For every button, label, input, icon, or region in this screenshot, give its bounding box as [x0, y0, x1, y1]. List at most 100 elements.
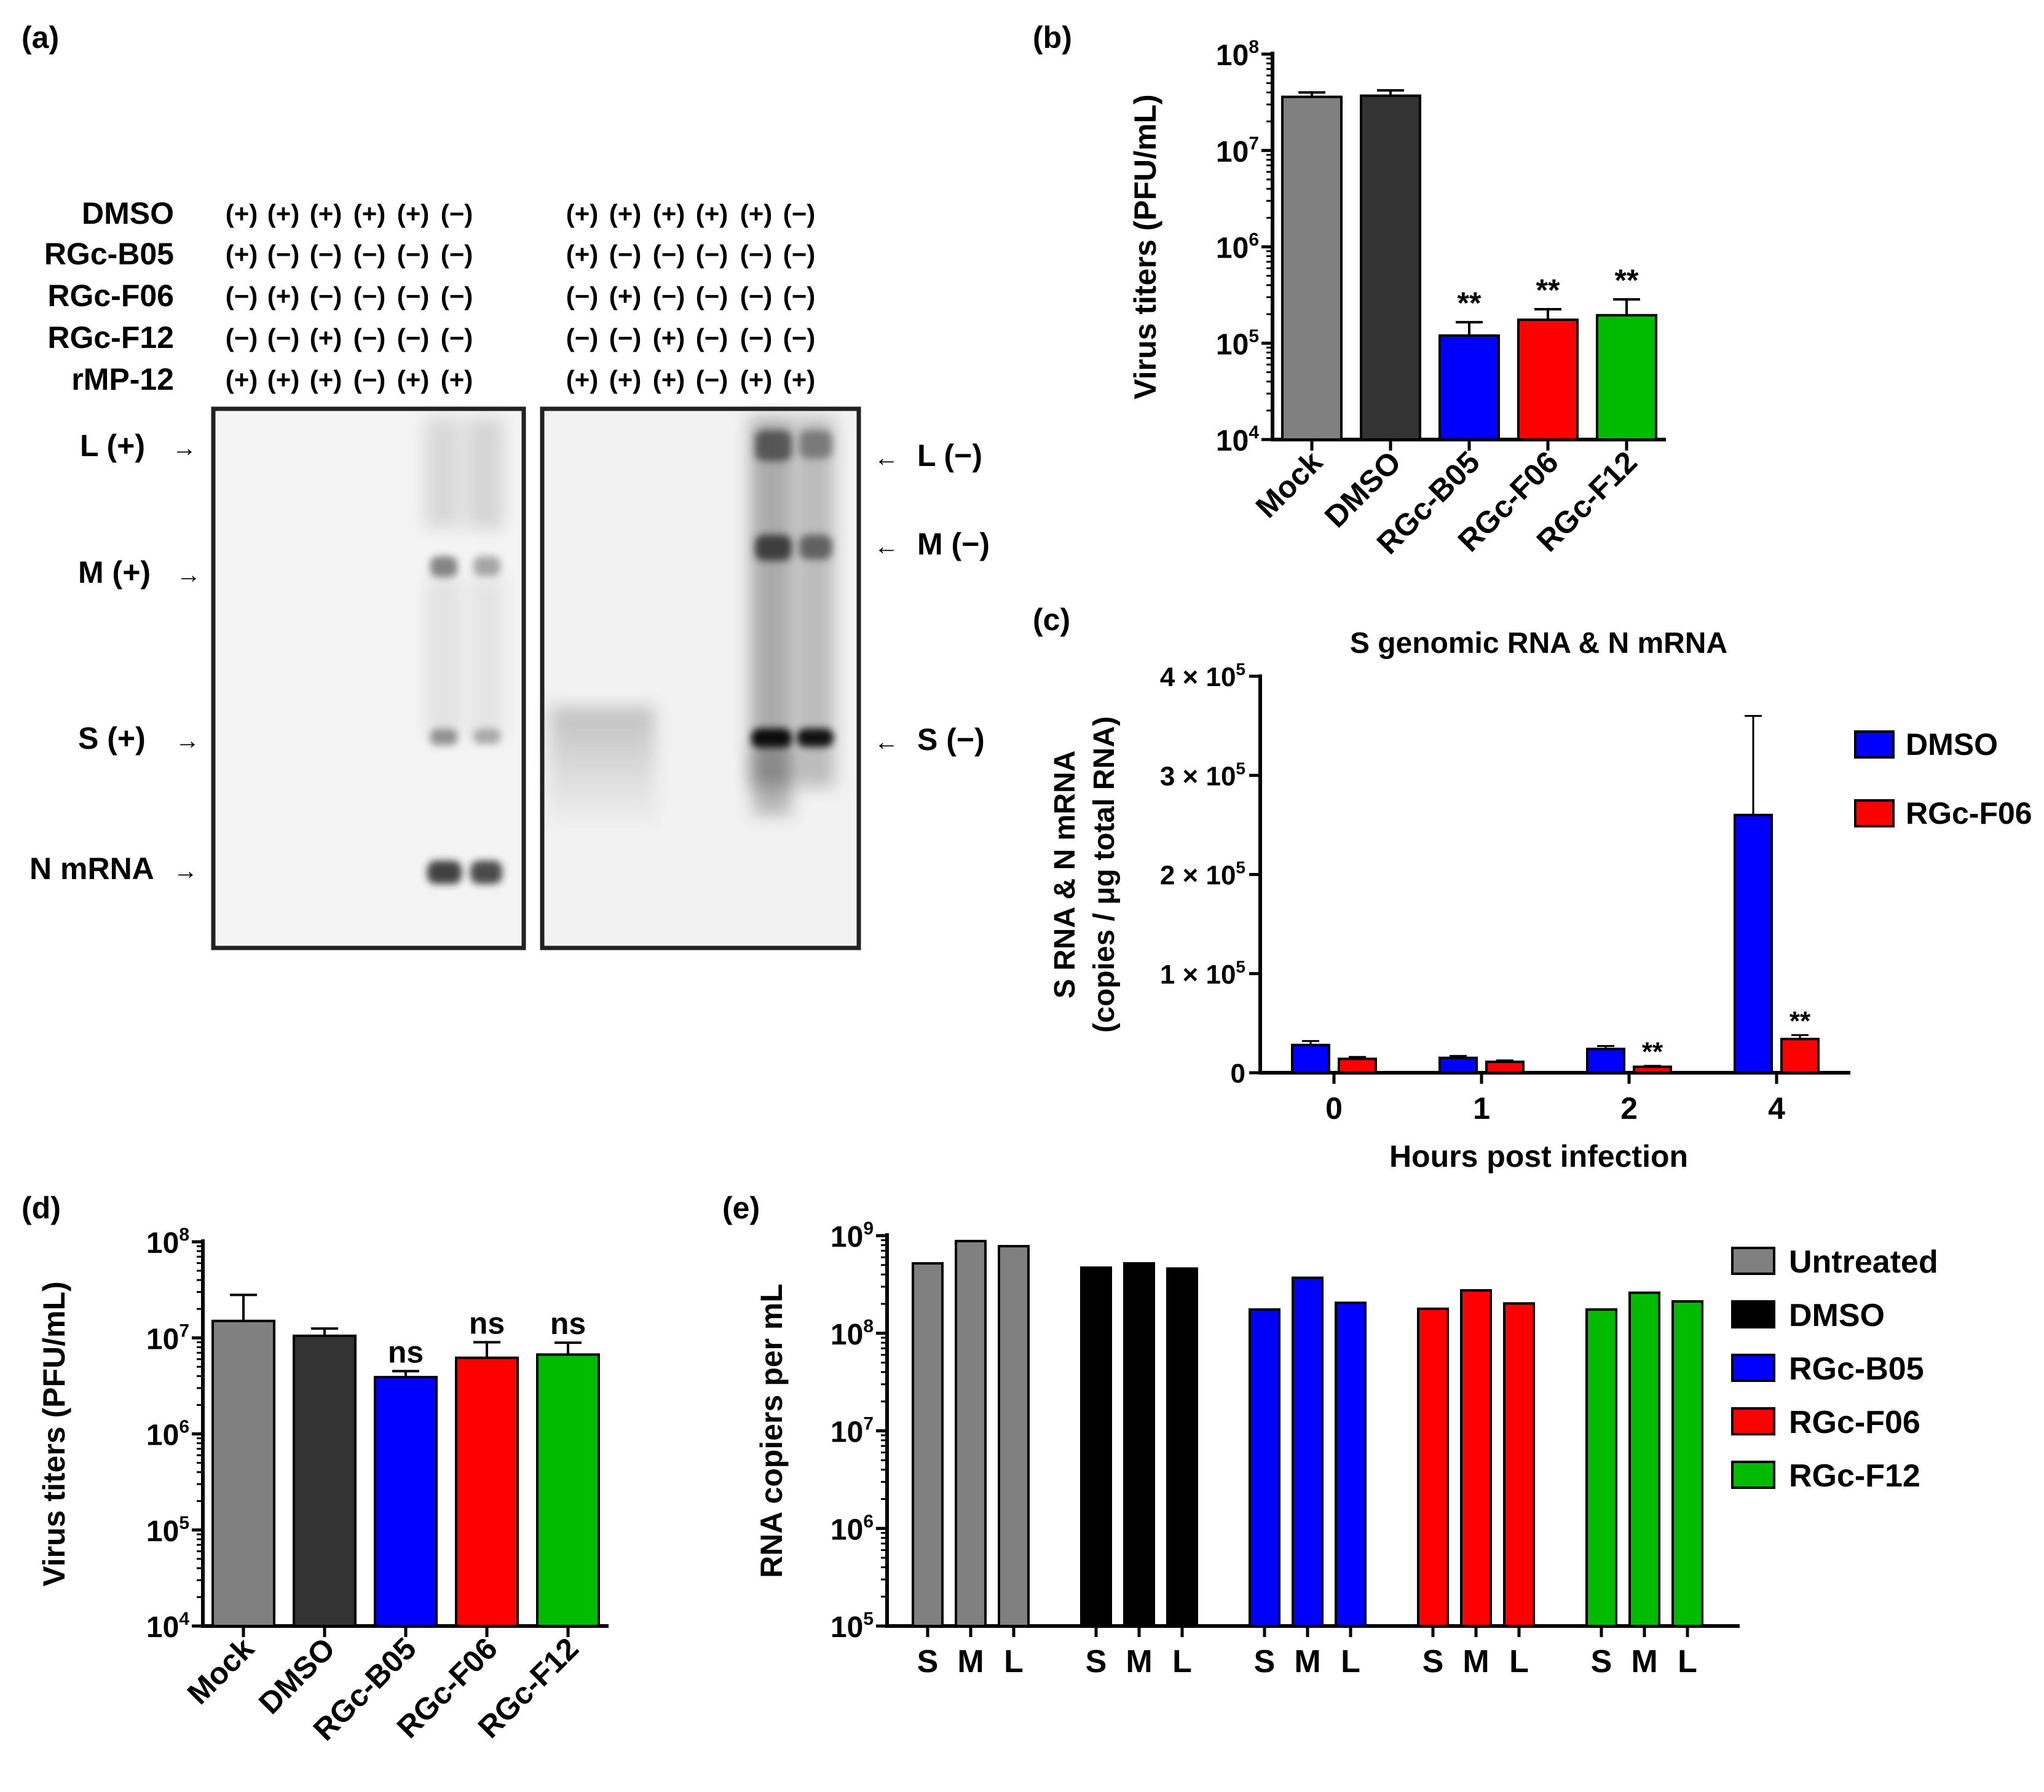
y-tick-label-base: 2 × 10: [1160, 861, 1236, 891]
treatment-table: DMSO (+) (+) (+) (+) (+) (−) (+) (+) (+) (+) (+) (−)…: [44, 196, 815, 397]
blot-sign-right: (+): [653, 199, 685, 228]
y-tick-label-exp: 4: [1249, 422, 1259, 443]
blot-sign-left: (−): [226, 323, 258, 352]
legend-label: DMSO: [1906, 727, 1998, 762]
panel-label-c: (c): [1033, 602, 1070, 637]
x-tick-label: L: [1678, 1644, 1697, 1680]
blot-sign-left: (+): [226, 240, 258, 269]
marker-N-mRNA: N mRNA: [30, 851, 154, 886]
blot-sign-right: (−): [696, 240, 728, 269]
y-tick-label-exp: 8: [179, 1225, 189, 1245]
bar-rgc-f12-s: [1585, 1308, 1617, 1627]
bar-rgc-f06: [1338, 1057, 1377, 1075]
panel-label-d: (d): [22, 1191, 61, 1225]
y-tick-label-base: 10: [146, 1611, 179, 1644]
blot-sign-left: (−): [226, 282, 258, 310]
blot-sign-right: (−): [783, 323, 816, 352]
y-tick-label-exp: 8: [1249, 37, 1259, 57]
significance-label: **: [1536, 273, 1560, 307]
arrow-S-plus: →: [175, 727, 200, 754]
blot-sign-left: (−): [441, 199, 473, 228]
y-tick-label-base: 10: [831, 1611, 863, 1644]
blot-sign-left: (−): [397, 240, 430, 269]
blot-sign-left: (+): [310, 323, 342, 352]
bar-rgc-b05-s: [1249, 1308, 1280, 1627]
y-tick-label: 109: [831, 1218, 874, 1253]
marker-M-plus: M (+): [78, 555, 151, 590]
legend-label: RGc-B05: [1789, 1351, 1924, 1387]
bar: [374, 1376, 438, 1628]
marker-L-plus: L (+): [80, 428, 145, 463]
blot-sign-right: (−): [566, 282, 599, 310]
x-tick-label: Mock: [1249, 444, 1329, 524]
blot-sign-left: (+): [353, 199, 386, 228]
blot-right-bands: [550, 418, 834, 824]
blot-membrane-right: [540, 406, 861, 950]
blot-sign-right: (−): [653, 282, 685, 310]
bar-dmso: [1438, 1056, 1478, 1074]
arrow-M-plus: →: [176, 561, 201, 588]
legend-label: RGc-F06: [1906, 796, 2032, 831]
bar-dmso: [1734, 813, 1773, 1074]
blot-sign-right: (−): [783, 240, 816, 269]
significance-label: ns: [469, 1306, 505, 1340]
y-tick-label-base: 10: [831, 1514, 863, 1546]
northern-blot-panel: DMSO (+) (+) (+) (+) (+) (−) (+) (+) (+) (+) (+) (−)…: [30, 196, 990, 950]
y-tick-label-exp: 5: [179, 1513, 189, 1533]
x-tick-label: Mock: [181, 1631, 261, 1711]
y-tick-label: 104: [1216, 422, 1259, 457]
blot-sign-left: (−): [353, 282, 386, 310]
y-tick-label-base: 10: [146, 1515, 179, 1548]
blot-sign-right: (+): [566, 365, 599, 394]
blot-sign-left: (+): [267, 365, 300, 394]
bar-untreated-s: [912, 1262, 944, 1627]
x-tick-label: 0: [1325, 1091, 1343, 1126]
blot-sign-left: (−): [353, 365, 386, 394]
x-tick-label: M: [1294, 1644, 1320, 1680]
y-tick-label-base: 10: [146, 1227, 179, 1260]
arrow-L-minus: ←: [874, 444, 899, 472]
y-tick-label: 3 × 105: [1160, 759, 1245, 791]
y-tick-label-base: 4 × 10: [1160, 662, 1236, 692]
y-tick-label: 108: [146, 1225, 189, 1260]
y-tick-label-exp: 4: [179, 1609, 189, 1629]
significance-label: ns: [550, 1306, 586, 1341]
y-tick-label: 105: [831, 1609, 874, 1644]
blot-sign-right: (−): [783, 282, 816, 310]
blot-left-bands: [425, 418, 503, 884]
y-tick-label-exp: 8: [863, 1316, 874, 1336]
bar-dmso-s: [1080, 1266, 1112, 1627]
y-tick-label-exp: 5: [863, 1609, 874, 1629]
blot-sign-left: (+): [441, 365, 473, 394]
bar: [1517, 318, 1579, 441]
bar-rgc-f06: [1633, 1065, 1672, 1074]
bar-rgc-f06-s: [1417, 1307, 1449, 1627]
y-axis-label: RNA copiers per mL: [754, 1284, 789, 1578]
x-axis-label: Hours post infection: [1389, 1139, 1688, 1174]
blot-sign-right: (+): [653, 365, 685, 394]
legend-swatch: [1731, 1354, 1775, 1382]
bar: [455, 1356, 519, 1627]
blot-sign-right: (+): [566, 240, 599, 269]
arrow-L-plus: →: [172, 435, 197, 462]
arrow-S-minus: ←: [874, 728, 899, 756]
bar-dmso: [1586, 1048, 1625, 1075]
bar-dmso-m: [1123, 1262, 1155, 1627]
blot-sign-left: (−): [353, 323, 386, 352]
y-tick-label-exp: 5: [1236, 957, 1245, 976]
y-tick-label-exp: 7: [1249, 133, 1259, 154]
blot-sign-right: (−): [609, 323, 642, 352]
significance-label: **: [1458, 286, 1482, 320]
legend-label: RGc-F06: [1789, 1405, 1920, 1440]
x-tick-label: 1: [1473, 1091, 1490, 1126]
blot-sign-right: (−): [696, 323, 728, 352]
marker-L-minus: L (−): [917, 438, 982, 473]
y-tick-label: 4 × 105: [1160, 660, 1245, 692]
x-tick-label: 4: [1768, 1091, 1785, 1126]
blot-sign-left: (+): [397, 365, 430, 394]
x-tick-label: S: [1254, 1644, 1276, 1680]
x-tick-label: M: [1462, 1644, 1489, 1680]
